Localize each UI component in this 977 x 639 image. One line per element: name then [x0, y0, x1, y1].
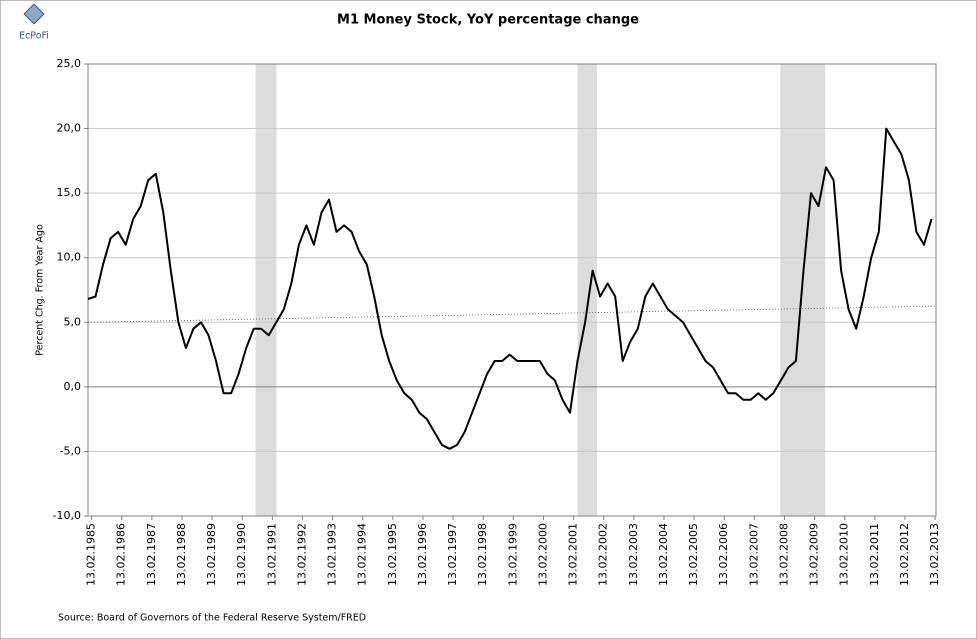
data-line — [87, 127, 933, 450]
x-tick-label: 13.02.2002 — [597, 523, 610, 586]
x-tick-label: 13.02.1985 — [85, 523, 98, 586]
x-tick-label: 13.02.2006 — [717, 523, 730, 586]
logo-icon — [23, 3, 45, 25]
recession-band — [255, 64, 277, 516]
y-tick-label: 10,0 — [57, 251, 82, 264]
x-tick-label: 13.02.1995 — [386, 523, 399, 586]
x-tick-label: 13.02.1992 — [295, 523, 308, 586]
y-tick-label: 20,0 — [57, 122, 82, 135]
trend-line — [87, 305, 937, 323]
x-tick-label: 13.02.1998 — [476, 523, 489, 586]
y-tick-label: 5,0 — [64, 315, 82, 328]
x-tick-label: 13.02.2013 — [928, 523, 941, 586]
x-tick-label: 13.02.2003 — [627, 523, 640, 586]
x-tick-label: 13.02.1993 — [326, 523, 339, 586]
x-tick-label: 13.02.1986 — [115, 523, 128, 586]
x-tick-label: 13.02.2011 — [868, 523, 881, 586]
x-tick-label: 13.02.2010 — [838, 523, 851, 586]
y-tick-label: 15,0 — [57, 186, 82, 199]
x-tick-label: 13.02.2009 — [808, 523, 821, 586]
x-tick-label: 13.02.1991 — [265, 523, 278, 586]
recession-band — [577, 64, 598, 516]
x-tick-label: 13.02.1987 — [145, 523, 158, 586]
x-tick-label: 13.02.1989 — [205, 523, 218, 586]
x-tick-label: 13.02.2007 — [747, 523, 760, 586]
source-note: Source: Board of Governors of the Federa… — [58, 613, 366, 624]
y-tick-label: 0,0 — [64, 380, 82, 393]
y-tick-label: -10,0 — [53, 509, 81, 522]
y-tick-label: -5,0 — [60, 444, 81, 457]
y-tick-label: 25,0 — [57, 57, 82, 70]
x-tick-label: 13.02.1994 — [356, 523, 369, 586]
x-tick-label: 13.02.2008 — [777, 523, 790, 586]
x-tick-label: 13.02.2005 — [687, 523, 700, 586]
y-axis-label: Percent Chg. From Year Ago — [35, 224, 46, 356]
x-tick-label: 13.02.2000 — [536, 523, 549, 586]
logo: EcPoFi — [19, 3, 49, 42]
x-tick-label: 13.02.1990 — [235, 523, 248, 586]
logo-text: EcPoFi — [19, 31, 49, 42]
x-tick-label: 13.02.1997 — [446, 523, 459, 586]
x-tick-label: 13.02.1988 — [175, 523, 188, 586]
chart-title: M1 Money Stock, YoY percentage change — [337, 13, 639, 28]
plot-border — [87, 63, 937, 517]
x-tick-label: 13.02.1999 — [506, 523, 519, 586]
x-tick-label: 13.02.1996 — [416, 523, 429, 586]
x-tick-label: 13.02.2004 — [657, 523, 670, 586]
x-tick-label: 13.02.2012 — [898, 523, 911, 586]
x-tick-label: 13.02.2001 — [567, 523, 580, 586]
